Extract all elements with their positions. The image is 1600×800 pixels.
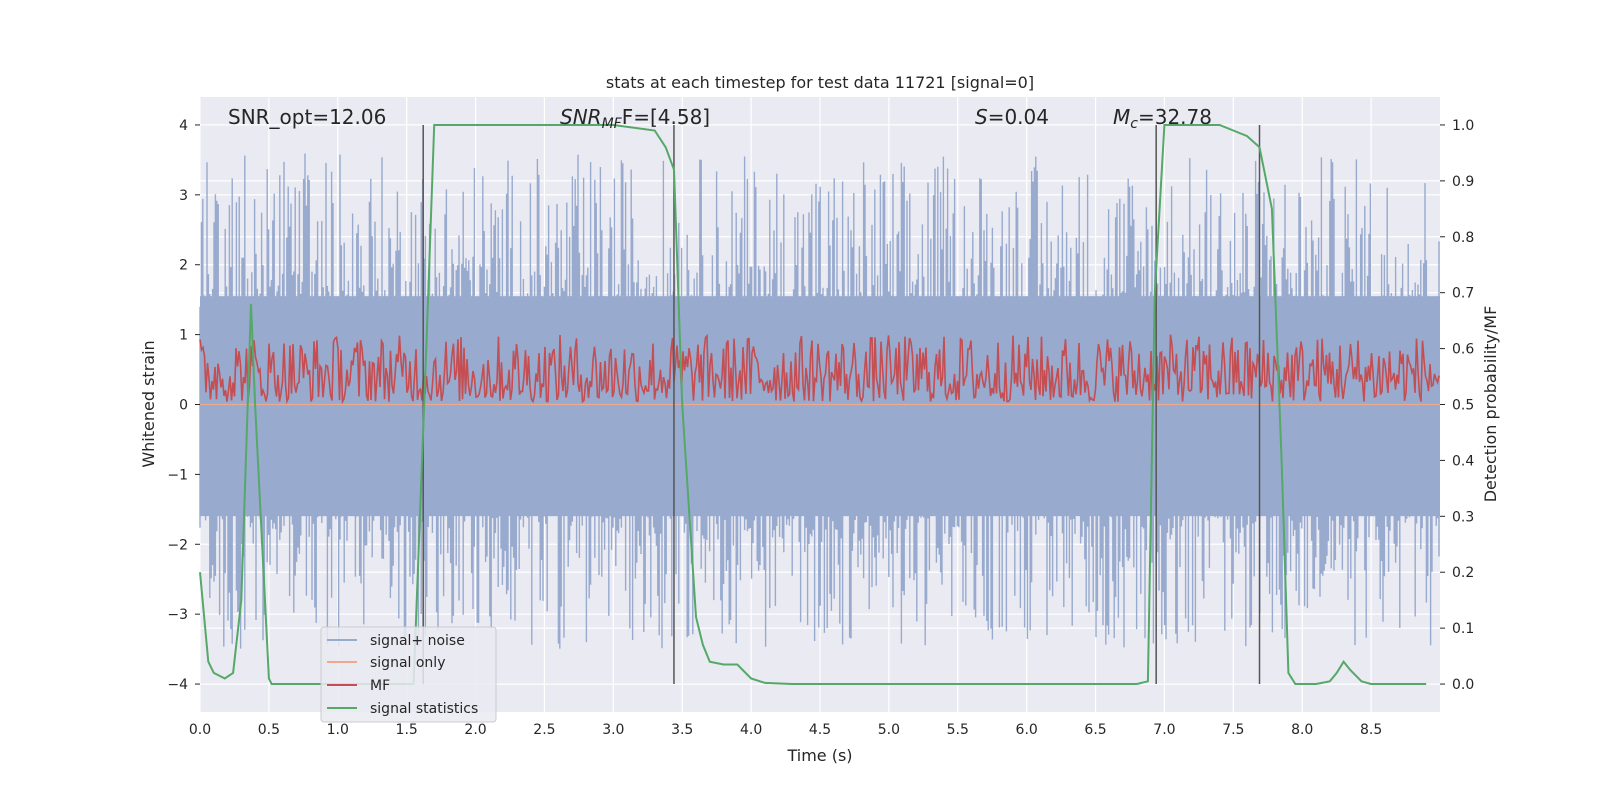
signal-statistics-group	[199, 124, 1427, 685]
legend-label-signal-noise: signal+ noise	[370, 633, 465, 649]
y-axis-left-label: Whitened strain	[139, 340, 158, 467]
x-tick-label: 4.5	[809, 722, 831, 738]
mc-rest: =32.78	[1138, 105, 1212, 129]
x-tick-label: 6.5	[1084, 722, 1106, 738]
y-left-tick-label: 0	[179, 398, 188, 414]
legend: signal+ noise signal only MF signal stat…	[320, 626, 497, 723]
legend-label-signal-only: signal only	[370, 655, 445, 671]
mf-series-group	[199, 333, 1440, 405]
snr-mf-sub: MF	[602, 116, 623, 132]
annotation-snr-opt: SNR_opt=12.06	[228, 105, 386, 129]
x-tick-label: 8.5	[1360, 722, 1382, 738]
y-left-tick-label: −1	[167, 467, 188, 483]
y-left-tick-label: 1	[179, 328, 188, 344]
x-tick-label: 6.0	[1016, 722, 1038, 738]
y-right-tick-label: 0.4	[1452, 453, 1474, 469]
x-tick-label: 7.0	[1153, 722, 1175, 738]
y-right-tick-label: 0.7	[1452, 286, 1474, 302]
signal-noise-negative	[199, 404, 1440, 649]
x-tick-label: 2.5	[533, 722, 555, 738]
x-tick-label: 3.5	[671, 722, 693, 738]
mf-line	[199, 333, 1440, 405]
annotation-mc: Mc=32.78	[1113, 105, 1212, 132]
snr-mf-rest: F=[4.58]	[622, 105, 710, 129]
x-tick-label: 1.5	[396, 722, 418, 738]
annotation-snr-mf: SNRMFF=[4.58]	[560, 105, 710, 132]
y-right-tick-label: 0.2	[1452, 565, 1474, 581]
signal-statistics-line	[199, 124, 1427, 685]
y-right-tick-label: 0.9	[1452, 174, 1474, 190]
x-tick-label: 7.5	[1222, 722, 1244, 738]
y-right-tick-label: 0.0	[1452, 677, 1474, 693]
x-tick-label: 2.0	[464, 722, 486, 738]
y-axis-right-label: Detection probability/MF	[1481, 306, 1500, 503]
mc-main: M	[1113, 105, 1130, 129]
y-right-tick-label: 0.8	[1452, 230, 1474, 246]
s-rest: =0.04	[988, 105, 1049, 129]
signal-noise-series	[199, 153, 1440, 649]
legend-box	[320, 626, 497, 723]
y-left-tick-label: 3	[179, 188, 188, 204]
y-right-tick-label: 1.0	[1452, 118, 1474, 134]
y-left-tick-label: 2	[179, 258, 188, 274]
y-left-tick-label: −3	[167, 607, 188, 623]
y-right-tick-label: 0.3	[1452, 509, 1474, 525]
y-right-tick-label: 0.6	[1452, 342, 1474, 358]
x-tick-label: 3.0	[602, 722, 624, 738]
y-right-tick-label: 0.1	[1452, 621, 1474, 637]
s-main: S	[975, 105, 988, 129]
y-left-tick-label: −2	[167, 537, 188, 553]
chart-title: stats at each timestep for test data 117…	[606, 73, 1034, 92]
legend-label-mf: MF	[370, 678, 390, 694]
mc-sub: c	[1130, 116, 1138, 132]
x-tick-label: 8.0	[1291, 722, 1313, 738]
x-tick-label: 5.5	[947, 722, 969, 738]
y-left-tick-label: 4	[179, 118, 188, 134]
x-tick-label: 0.5	[258, 722, 280, 738]
annotation-s: S=0.04	[975, 105, 1049, 129]
x-tick-label: 5.0	[878, 722, 900, 738]
snr-mf-main: SNR	[560, 105, 602, 129]
x-tick-label: 1.0	[327, 722, 349, 738]
y-right-tick-label: 0.5	[1452, 398, 1474, 414]
x-tick-label: 0.0	[189, 722, 211, 738]
x-axis-label: Time (s)	[786, 746, 852, 765]
legend-label-signal-statistics: signal statistics	[370, 701, 478, 717]
ticks: 0.0 0.5 1.0 1.5 2.0 2.5 3.0 3.5 4.0 4.5 5.0 5.5 6.0 6…	[167, 118, 1474, 738]
x-tick-label: 4.0	[740, 722, 762, 738]
y-left-tick-label: −4	[167, 677, 188, 693]
